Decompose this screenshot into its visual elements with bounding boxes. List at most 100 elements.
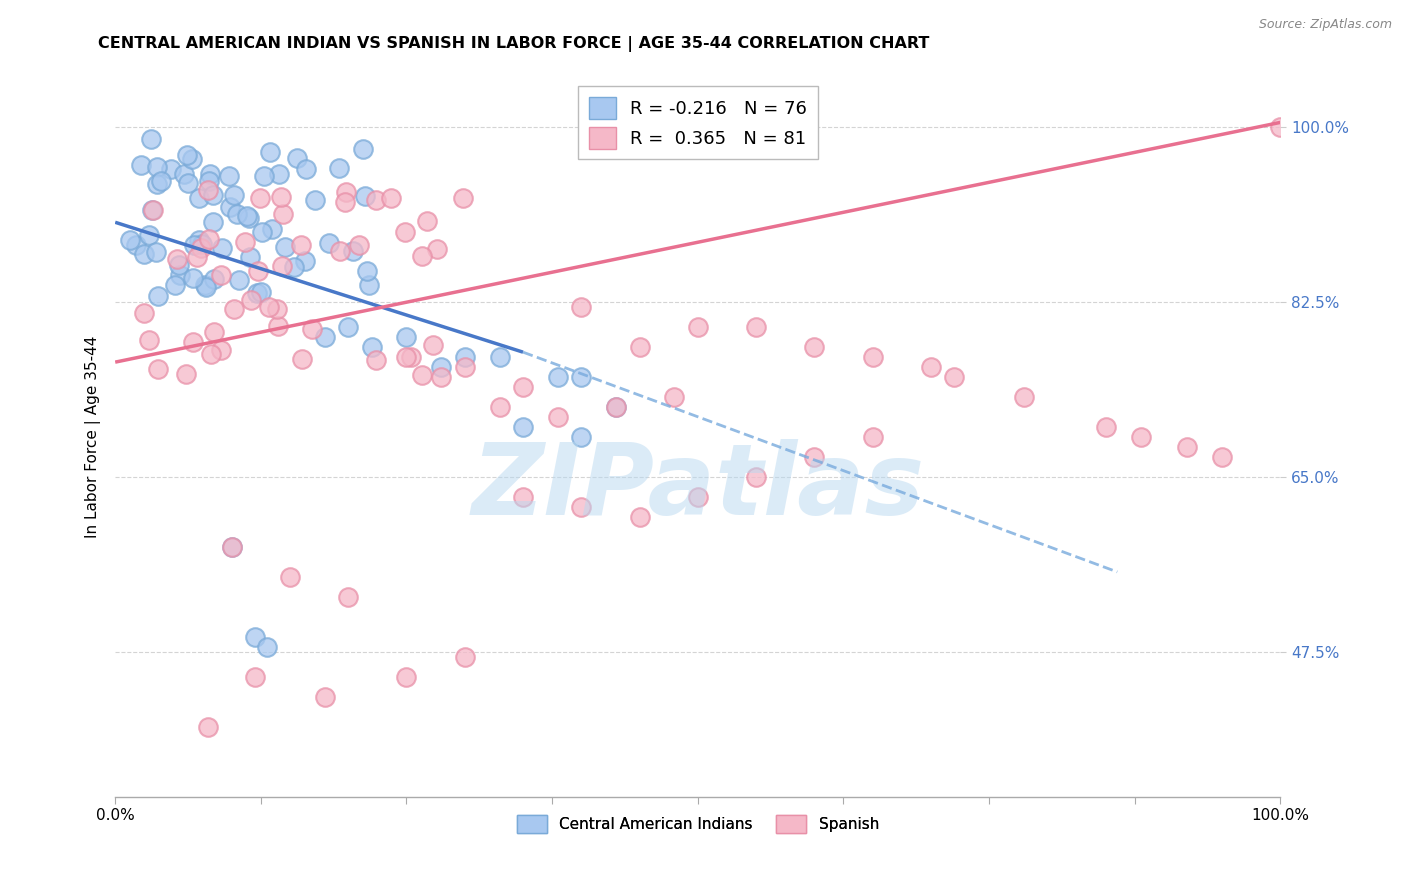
Point	[183, 335, 205, 350]
Point	[569, 430, 592, 444]
Point	[181, 271, 204, 285]
Point	[454, 350, 477, 364]
Point	[259, 145, 281, 160]
Point	[211, 240, 233, 254]
Point	[569, 370, 592, 384]
Point	[686, 490, 709, 504]
Point	[547, 370, 569, 384]
Point	[920, 360, 942, 375]
Text: ZIPatlas: ZIPatlas	[471, 439, 924, 536]
Point	[273, 240, 295, 254]
Point	[745, 320, 768, 334]
Point	[328, 161, 350, 175]
Point	[628, 340, 651, 354]
Point	[356, 264, 378, 278]
Point	[167, 259, 190, 273]
Point	[1129, 430, 1152, 444]
Point	[198, 173, 221, 187]
Point	[278, 570, 301, 584]
Point	[569, 500, 592, 514]
Point	[257, 301, 280, 315]
Point	[342, 244, 364, 258]
Point	[304, 193, 326, 207]
Point	[360, 340, 382, 354]
Point	[243, 630, 266, 644]
Point	[202, 215, 225, 229]
Point	[364, 353, 387, 368]
Point	[191, 237, 214, 252]
Point	[247, 264, 270, 278]
Point	[201, 188, 224, 202]
Point	[283, 260, 305, 275]
Point	[512, 420, 534, 434]
Point	[664, 390, 686, 404]
Point	[256, 640, 278, 654]
Point	[294, 253, 316, 268]
Point	[1211, 450, 1233, 464]
Point	[271, 207, 294, 221]
Point	[221, 540, 243, 554]
Point	[628, 510, 651, 524]
Point	[180, 153, 202, 167]
Point	[141, 203, 163, 218]
Point	[139, 132, 162, 146]
Point	[547, 410, 569, 425]
Point	[132, 306, 155, 320]
Point	[1175, 440, 1198, 454]
Point	[186, 250, 208, 264]
Point	[422, 338, 444, 352]
Point	[129, 158, 152, 172]
Point	[249, 285, 271, 300]
Point	[222, 188, 245, 202]
Point	[233, 235, 256, 249]
Point	[183, 238, 205, 252]
Point	[270, 259, 292, 273]
Point	[176, 148, 198, 162]
Point	[335, 186, 357, 200]
Point	[314, 690, 336, 704]
Point	[290, 238, 312, 252]
Point	[395, 670, 418, 684]
Point	[803, 450, 825, 464]
Point	[745, 470, 768, 484]
Point	[395, 330, 418, 344]
Point	[454, 649, 477, 664]
Point	[250, 225, 273, 239]
Point	[415, 214, 437, 228]
Point	[1270, 120, 1292, 135]
Point	[163, 278, 186, 293]
Point	[209, 268, 232, 282]
Point	[285, 151, 308, 165]
Point	[209, 343, 232, 357]
Point	[148, 362, 170, 376]
Point	[142, 203, 165, 218]
Point	[166, 252, 188, 266]
Point	[411, 368, 433, 383]
Point	[267, 318, 290, 333]
Point	[240, 293, 263, 307]
Point	[1012, 390, 1035, 404]
Point	[224, 301, 246, 316]
Point	[270, 190, 292, 204]
Point	[226, 207, 249, 221]
Point	[430, 370, 453, 384]
Point	[174, 367, 197, 381]
Point	[267, 167, 290, 181]
Point	[605, 400, 627, 414]
Point	[512, 380, 534, 394]
Point	[943, 370, 966, 384]
Point	[329, 244, 352, 258]
Point	[239, 251, 262, 265]
Point	[187, 233, 209, 247]
Point	[337, 320, 360, 334]
Point	[488, 350, 510, 364]
Y-axis label: In Labor Force | Age 35-44: In Labor Force | Age 35-44	[86, 336, 101, 538]
Point	[190, 241, 212, 255]
Point	[249, 191, 271, 205]
Point	[138, 228, 160, 243]
Point	[252, 169, 274, 184]
Point	[366, 193, 388, 207]
Point	[380, 191, 402, 205]
Point	[291, 351, 314, 366]
Point	[862, 350, 884, 364]
